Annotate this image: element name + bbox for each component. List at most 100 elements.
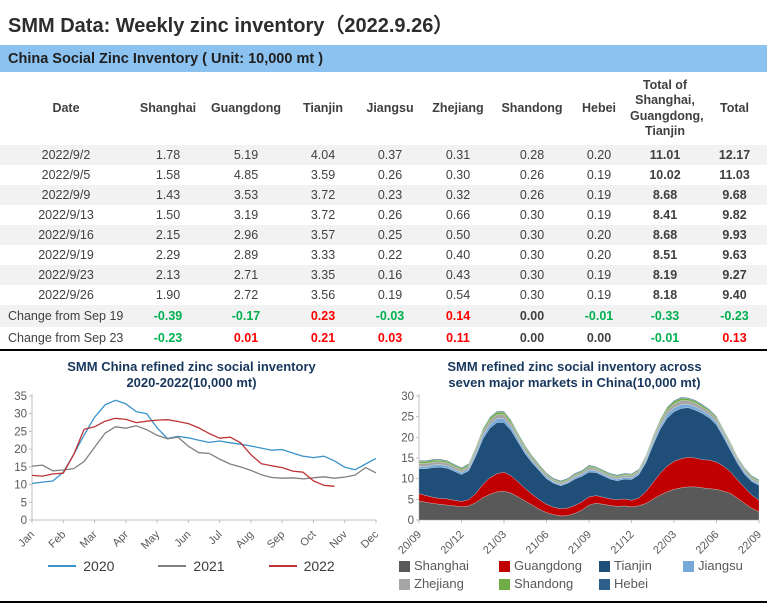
value-cell: 12.17	[718, 148, 751, 162]
value-cell: 3.72	[310, 208, 336, 222]
svg-text:Mar: Mar	[78, 529, 100, 551]
value-cell: 1.43	[155, 188, 181, 202]
legend-item-Shanghai: Shanghai	[399, 558, 499, 574]
value-cell: 3.19	[233, 208, 259, 222]
value-cell: 0.19	[586, 288, 612, 302]
value-cell: 4.04	[310, 148, 336, 162]
line-chart-title-line2: 2020-2022(10,000 mt)	[126, 374, 257, 390]
value-cell: 1.50	[155, 208, 181, 222]
legend-square-swatch	[499, 578, 510, 590]
value-cell: 0.30	[519, 228, 545, 242]
column-header: Jiangsu	[366, 100, 414, 115]
column-header: Zhejiang	[432, 100, 484, 115]
date-cell: 2022/9/26	[38, 288, 94, 302]
value-cell: 0.19	[377, 288, 403, 302]
table-row: 2022/9/26 1.90 2.72 3.56 0.19 0.54 0.30 0.19 8.1…	[0, 285, 767, 305]
legend-label: Zhejiang	[414, 576, 464, 592]
svg-text:20: 20	[14, 444, 27, 456]
legend-label: 2022	[303, 558, 335, 575]
table-row: 2022/9/13 1.50 3.19 3.72 0.26 0.66 0.30 0.19 8.4…	[0, 205, 767, 225]
legend-item-2021: 2021	[158, 558, 225, 575]
value-cell: 0.20	[586, 248, 612, 262]
svg-text:5: 5	[21, 497, 27, 509]
date-cell: 2022/9/9	[41, 188, 91, 202]
value-cell: 0.40	[445, 248, 471, 262]
inventory-table-body: 2022/9/2 1.78 5.19 4.04 0.37 0.31 0.28 0.20 11.0…	[0, 145, 767, 350]
change-value-cell: 0.14	[445, 309, 471, 323]
inventory-table: Date Shanghai Guangdong Tianjin Jiangsu Zheji…	[0, 72, 767, 351]
svg-text:0: 0	[408, 515, 414, 527]
line-series-2020	[31, 399, 377, 485]
value-cell: 8.51	[652, 248, 678, 262]
value-cell: 11.03	[719, 168, 750, 182]
value-cell: 0.25	[377, 228, 403, 242]
value-cell: 1.58	[155, 168, 181, 182]
svg-text:22/06: 22/06	[694, 529, 722, 557]
value-cell: 2.15	[155, 228, 181, 242]
header-row: Date Shanghai Guangdong Tianjin Jiangsu Zheji…	[0, 72, 767, 145]
date-cell: 2022/9/23	[38, 268, 94, 282]
svg-text:22/09: 22/09	[736, 529, 764, 557]
value-cell: 5.19	[233, 148, 259, 162]
svg-text:May: May	[139, 528, 163, 552]
svg-text:Jan: Jan	[16, 529, 37, 550]
column-header: Shandong	[501, 100, 563, 115]
value-cell: 0.19	[586, 208, 612, 222]
svg-text:Feb: Feb	[46, 529, 68, 551]
change-value-cell: -0.23	[153, 331, 183, 345]
legend-label: Guangdong	[514, 558, 582, 574]
legend-square-swatch	[399, 578, 410, 590]
value-cell: 0.30	[445, 168, 471, 182]
value-cell: 8.68	[652, 188, 678, 202]
line-chart-legend: 2020 2021 2022	[0, 558, 383, 574]
change-value-cell: -0.01	[650, 331, 680, 345]
value-cell: 2.13	[155, 268, 181, 282]
value-cell: 0.32	[445, 188, 471, 202]
value-cell: 8.18	[652, 288, 678, 302]
svg-text:22/03: 22/03	[651, 529, 679, 557]
change-row-label: Change from Sep 19	[8, 309, 124, 323]
change-row: Change from Sep 23 -0.23 0.01 0.21 0.03 0.11 0…	[0, 327, 767, 350]
date-cell: 2022/9/19	[38, 248, 94, 262]
svg-text:30: 30	[401, 391, 414, 403]
date-cell: 2022/9/16	[38, 228, 94, 242]
legend-item-Jiangsu: Jiangsu	[683, 558, 763, 574]
value-cell: 2.29	[155, 248, 181, 262]
change-value-cell: 0.21	[310, 331, 336, 345]
date-cell: 2022/9/2	[41, 148, 91, 162]
column-header: Total	[720, 100, 749, 115]
svg-text:20/09: 20/09	[396, 529, 424, 557]
line-chart-svg: 0 5 10 15 20 25 30 35 Jan Feb Mar Apr May Jun Jul Aug Se…	[14, 391, 381, 552]
value-cell: 0.16	[377, 268, 403, 282]
area-chart-title-line1: SMM refined zinc social inventory across	[447, 359, 702, 374]
column-header: Tianjin	[302, 100, 344, 115]
change-value-cell: -0.33	[650, 309, 680, 323]
svg-text:Jul: Jul	[206, 529, 224, 547]
value-cell: 3.57	[310, 228, 336, 242]
legend-label: Tianjin	[614, 558, 652, 574]
svg-text:15: 15	[401, 453, 414, 465]
change-value-cell: 0.13	[722, 331, 747, 345]
legend-square-swatch	[599, 560, 610, 572]
value-cell: 0.26	[377, 168, 403, 182]
svg-text:25: 25	[401, 412, 414, 424]
bottom-divider	[0, 601, 767, 603]
value-cell: 1.78	[155, 148, 181, 162]
area-chart-svg: 0 5 10 15 20 25 30 20/09 20/12 21/03 21/06 21/09 21/…	[396, 391, 764, 557]
value-cell: 0.30	[519, 248, 545, 262]
svg-text:Nov: Nov	[328, 528, 351, 551]
value-cell: 0.28	[519, 148, 545, 162]
value-cell: 0.19	[586, 188, 612, 202]
charts-row: SMM China refined zinc social inventory …	[0, 356, 767, 592]
legend-item-Hebei: Hebei	[599, 576, 683, 592]
change-value-cell: -0.03	[375, 309, 405, 323]
column-header: Total of Shanghai, Guangdong, Tianjin	[630, 78, 704, 138]
table-row: 2022/9/5 1.58 4.85 3.59 0.26 0.30 0.26 0.19 10.0…	[0, 165, 767, 185]
table-row: 2022/9/23 2.13 2.71 3.35 0.16 0.43 0.30 0.19 8.1…	[0, 265, 767, 285]
value-cell: 0.20	[586, 228, 612, 242]
legend-label: 2021	[193, 558, 225, 575]
table-row: 2022/9/19 2.29 2.89 3.33 0.22 0.40 0.30 0.20 8.5…	[0, 245, 767, 265]
value-cell: 9.93	[722, 228, 747, 242]
svg-text:Aug: Aug	[234, 529, 256, 551]
column-header: Hebei	[581, 100, 617, 115]
